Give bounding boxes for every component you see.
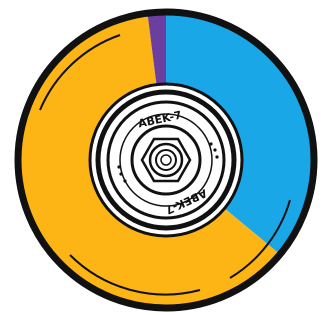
chart: ABEK-7 ABEK-7 [0,0,326,315]
page: {"chart_data": {"type": "pie", "values":… [0,0,326,315]
